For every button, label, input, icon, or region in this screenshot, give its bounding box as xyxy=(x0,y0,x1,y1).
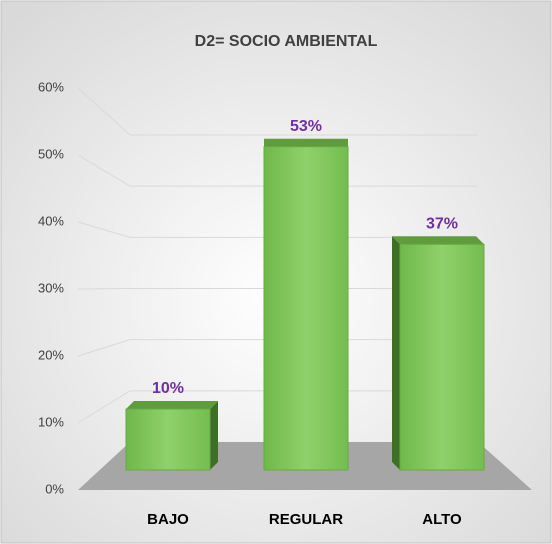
bar xyxy=(125,408,211,471)
chart-title: D2= SOCIO AMBIENTAL xyxy=(195,33,378,50)
data-label: 37% xyxy=(426,216,458,233)
grid-line xyxy=(77,339,131,357)
y-tick-label: 30% xyxy=(38,280,64,295)
bar xyxy=(263,146,349,471)
bar-side xyxy=(392,236,400,470)
grid-line xyxy=(77,154,131,187)
grid-line xyxy=(77,221,131,238)
grid-line xyxy=(77,390,131,424)
bar-top xyxy=(392,236,484,245)
bar-top xyxy=(264,138,348,147)
y-tick-label: 20% xyxy=(38,347,64,362)
data-label: 53% xyxy=(290,118,322,135)
x-tick-label: BAJO xyxy=(147,511,189,528)
bar xyxy=(399,243,485,471)
y-tick-label: 60% xyxy=(38,79,64,94)
y-tick-label: 50% xyxy=(38,146,64,161)
bar-top xyxy=(126,401,218,409)
y-tick-label: 0% xyxy=(45,481,64,496)
y-tick-label: 40% xyxy=(38,213,64,228)
data-label: 10% xyxy=(152,380,184,397)
grid-line xyxy=(77,87,131,136)
x-tick-label: REGULAR xyxy=(269,511,343,528)
x-tick-label: ALTO xyxy=(422,511,462,528)
grid-line xyxy=(77,288,131,290)
y-tick-label: 10% xyxy=(38,414,64,429)
bar-side xyxy=(210,401,218,470)
